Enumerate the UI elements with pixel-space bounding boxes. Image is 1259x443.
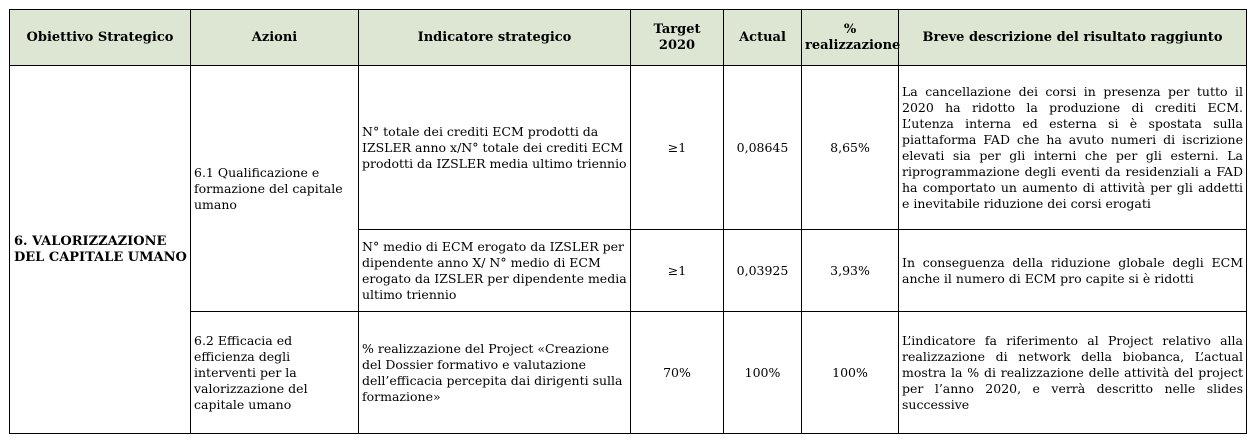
actual-cell: 0,03925 [723, 229, 802, 312]
action-cell: 6.1 Qualificazione e formazione del capi… [190, 65, 359, 312]
header-target: Target 2020 [630, 9, 724, 66]
realizzazione-cell: 8,65% [801, 65, 899, 230]
realizzazione-cell: 3,93% [801, 229, 899, 312]
header-pct-word: realizzazione [805, 37, 901, 53]
indicator-cell: N° totale dei crediti ECM prodotti da IZ… [358, 65, 631, 230]
header-pct-symbol: % [843, 21, 857, 37]
header-indicatore: Indicatore strategico [358, 9, 631, 66]
header-row: Obiettivo Strategico Azioni Indicatore s… [9, 9, 1247, 66]
description-cell: In conseguenza della riduzione globale d… [898, 229, 1247, 312]
target-cell: 70% [630, 311, 724, 434]
header-obiettivo: Obiettivo Strategico [9, 9, 191, 66]
table-row: 6. VALORIZZAZIONE DEL CAPITALE UMANO 6.1… [9, 65, 1247, 434]
target-cell: ≥1 [630, 65, 724, 230]
results-table: Obiettivo Strategico Azioni Indicatore s… [9, 9, 1247, 434]
table-row: 6.2 Efficacia ed efficienza degli interv… [10, 311, 1247, 434]
objective-cell: 6. VALORIZZAZIONE DEL CAPITALE UMANO [9, 65, 191, 434]
actual-cell: 100% [723, 311, 802, 434]
header-realizzazione: % realizzazione [801, 9, 901, 66]
table-row: N° medio di ECM erogato da IZSLER per di… [10, 229, 1247, 312]
indicator-cell: % realizzazione del Project «Creazione d… [358, 311, 631, 434]
description-cell: La cancellazione dei corsi in presenza p… [898, 65, 1247, 230]
target-cell: ≥1 [630, 229, 724, 312]
header-descrizione: Breve descrizione del risultato raggiunt… [898, 9, 1247, 66]
realizzazione-cell: 100% [801, 311, 899, 434]
indicator-cell: N° medio di ECM erogato da IZSLER per di… [358, 229, 631, 312]
description-cell: L’indicatore fa riferimento al Project r… [898, 311, 1247, 434]
header-azioni: Azioni [190, 9, 359, 66]
actual-cell: 0,08645 [723, 65, 802, 230]
header-actual: Actual [723, 9, 802, 66]
action-cell: 6.2 Efficacia ed efficienza degli interv… [190, 311, 359, 434]
